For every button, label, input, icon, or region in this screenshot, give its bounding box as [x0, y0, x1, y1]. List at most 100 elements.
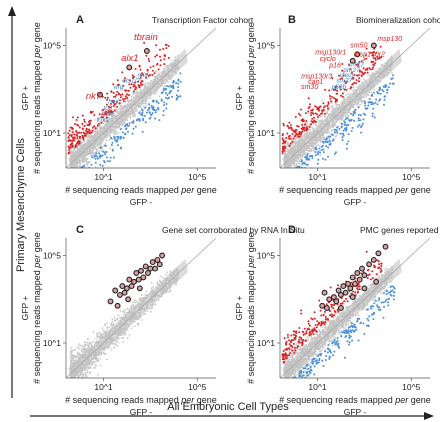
down-point — [92, 170, 94, 172]
down-point — [96, 155, 99, 158]
up-point — [362, 67, 365, 70]
up-point — [68, 147, 71, 149]
background-point — [289, 171, 291, 173]
background-point — [311, 126, 313, 129]
background-point — [291, 145, 294, 148]
down-point — [160, 92, 163, 94]
background-point — [83, 161, 85, 164]
up-point — [127, 94, 130, 97]
background-point — [301, 156, 304, 159]
background-point — [289, 173, 291, 175]
down-point — [164, 92, 167, 94]
highlight-point — [126, 64, 133, 71]
down-point — [109, 156, 112, 159]
background-point — [72, 383, 74, 385]
background-point — [352, 89, 354, 91]
up-point — [365, 47, 368, 50]
background-point — [72, 379, 74, 381]
down-point — [87, 170, 89, 172]
down-point — [290, 172, 292, 174]
background-point — [165, 64, 168, 67]
up-point — [323, 108, 325, 111]
x-axis-label: # sequencing reads mapped per gene — [279, 185, 431, 195]
up-point — [328, 89, 331, 92]
up-point — [67, 136, 70, 139]
background-point — [115, 340, 117, 343]
background-point — [288, 177, 290, 179]
up-point — [69, 126, 72, 129]
down-point — [374, 101, 377, 104]
up-point — [157, 68, 160, 71]
down-point — [90, 163, 93, 166]
up-point — [310, 120, 313, 123]
background-point — [112, 131, 115, 134]
up-point — [298, 130, 301, 133]
background-point — [97, 118, 100, 121]
down-point — [165, 103, 168, 105]
background-point — [70, 386, 72, 388]
background-point — [72, 170, 74, 172]
up-point — [81, 127, 84, 130]
background-point — [72, 173, 74, 175]
down-point — [76, 180, 78, 182]
up-point — [329, 95, 331, 98]
background-point — [292, 144, 295, 147]
up-point — [119, 96, 122, 99]
background-point — [293, 133, 296, 136]
down-point — [138, 119, 141, 122]
background-point — [73, 378, 75, 380]
down-point — [102, 150, 105, 153]
background-point — [73, 172, 75, 174]
background-point — [285, 171, 287, 173]
down-point — [98, 152, 100, 155]
up-point — [305, 120, 308, 122]
up-point — [295, 132, 298, 135]
down-point — [341, 136, 344, 139]
background-point — [285, 170, 287, 172]
background-point — [288, 171, 290, 173]
up-point — [322, 102, 325, 105]
background-point — [292, 179, 294, 181]
down-point — [144, 121, 147, 124]
up-point — [71, 139, 74, 142]
background-point — [145, 104, 148, 107]
background-point — [289, 169, 291, 171]
up-point — [155, 54, 158, 57]
up-point — [133, 85, 136, 88]
down-point — [152, 99, 155, 102]
background-point — [85, 162, 88, 165]
background-point — [284, 172, 286, 174]
background-point — [96, 335, 99, 338]
down-point — [134, 125, 137, 128]
down-point — [122, 136, 125, 139]
background-point — [91, 152, 94, 155]
background-point — [86, 164, 89, 167]
background-point — [352, 86, 355, 89]
up-point — [90, 111, 93, 114]
up-point — [129, 86, 132, 89]
background-point — [100, 143, 102, 146]
background-point — [79, 162, 81, 165]
background-point — [71, 168, 73, 170]
gene-label-red: tbrain — [134, 32, 158, 43]
background-point — [72, 173, 74, 175]
up-point — [369, 51, 372, 54]
y-axis-sublabel: GFP + — [234, 86, 244, 111]
up-point — [297, 112, 300, 115]
background-point — [80, 344, 82, 347]
background-point — [343, 97, 346, 100]
up-point — [364, 68, 367, 71]
background-point — [72, 179, 74, 181]
down-point — [324, 158, 327, 161]
down-point — [72, 173, 74, 175]
up-point — [322, 106, 325, 109]
up-point — [297, 125, 300, 128]
background-point — [101, 148, 104, 151]
gene-label-red: can1 — [308, 79, 323, 86]
up-point — [289, 142, 292, 145]
down-point — [317, 153, 320, 156]
background-point — [155, 71, 158, 73]
background-point — [290, 173, 292, 175]
down-point — [343, 123, 346, 126]
